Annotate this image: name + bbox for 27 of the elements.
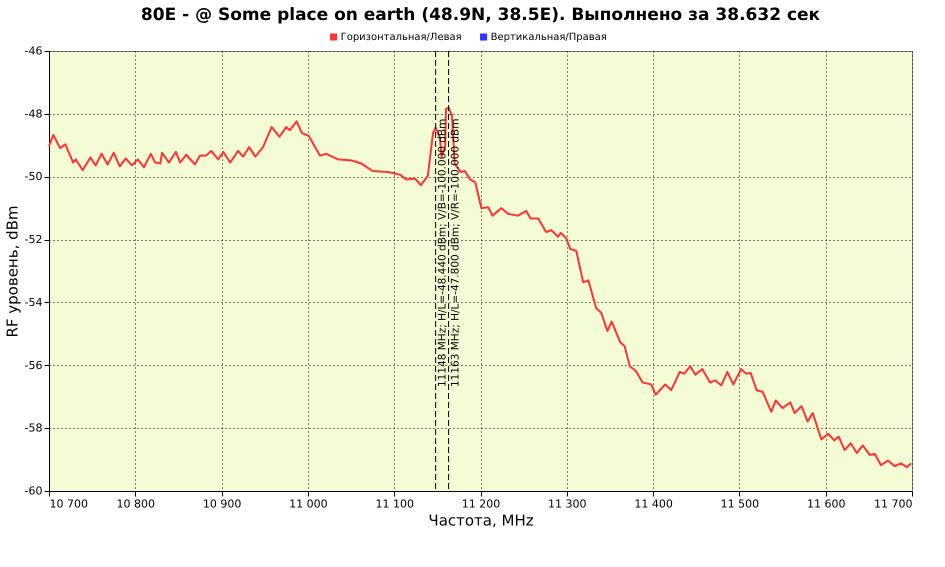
y-tick-label: -48	[24, 107, 42, 120]
x-tick-label: 11 300	[548, 498, 587, 510]
chart-title: 80E - @ Some place on earth (48.9N, 38.5E). Выполнено за 38.632 сек	[140, 5, 821, 25]
x-tick-label: 11 100	[375, 498, 414, 510]
ref-line-label: 11163 MHz; H/L=-47.800 dBm; V/R=-100.000 dBm	[450, 118, 462, 387]
x-axis-title: Частота, MHz	[428, 512, 534, 530]
x-tick-label: 11 500	[720, 498, 760, 510]
x-tick-label: 10 800	[116, 498, 156, 510]
x-tick-label: 10 900	[202, 498, 242, 510]
y-tick-label: -52	[24, 233, 42, 246]
x-tick-label: 11 600	[806, 498, 846, 510]
y-tick-label: -46	[24, 44, 42, 58]
x-tick-label: 11 700	[874, 498, 912, 510]
x-tick-label: 11 200	[462, 498, 500, 510]
y-tick-label: -58	[24, 422, 42, 435]
y-tick-label: -56	[24, 358, 42, 372]
line-series	[48, 106, 912, 468]
y-tick-label: -50	[24, 170, 42, 184]
x-tick-label: 11 400	[634, 498, 673, 510]
legend-label: Горизонтальная/Левая	[340, 32, 462, 43]
ref-line-label: 11148 MHz; H/L=-48.440 dBm; V/B=-100.000 dBm	[436, 118, 449, 387]
x-tick-label: 11 000	[289, 498, 328, 510]
y-axis-title: RF уровень, dBm	[4, 205, 22, 338]
y-tick-label: -54	[24, 296, 42, 309]
y-tick-label: -60	[24, 484, 42, 498]
x-tick-label: 10 700	[50, 498, 88, 510]
legend-label: Вертикальная/Правая	[490, 32, 607, 43]
